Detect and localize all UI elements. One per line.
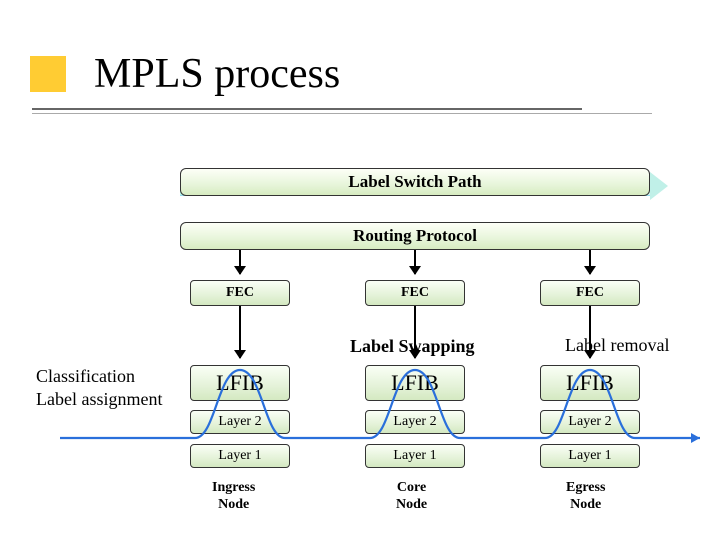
packet-path-curve xyxy=(0,0,720,540)
